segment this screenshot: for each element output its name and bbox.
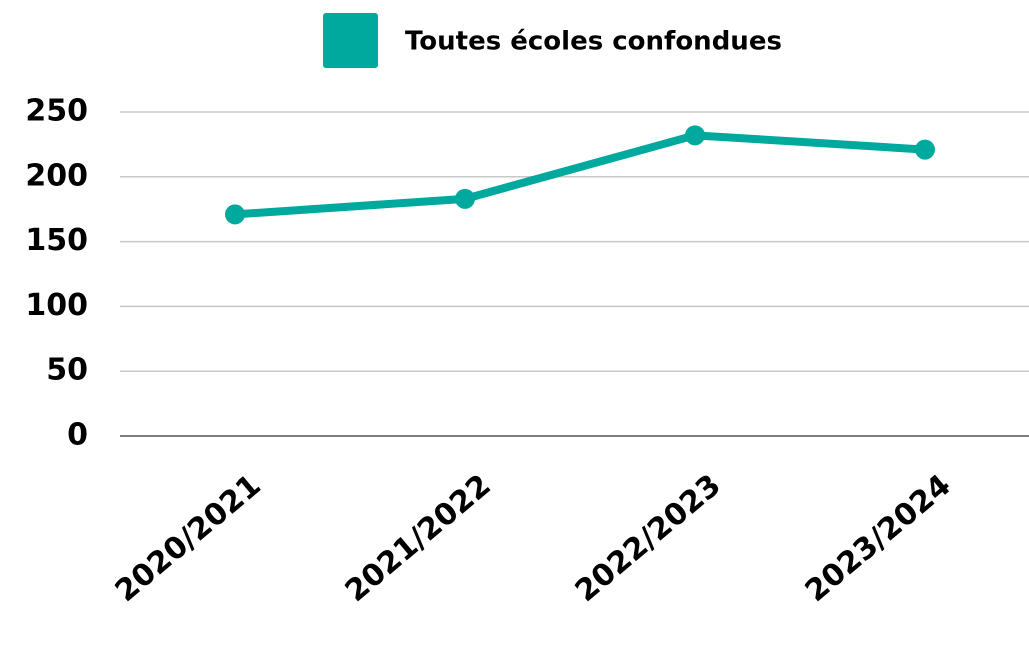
legend-swatch bbox=[323, 13, 378, 68]
y-tick-label: 50 bbox=[46, 353, 88, 388]
y-tick-label: 250 bbox=[25, 94, 88, 129]
x-tick-label: 2023/2024 bbox=[799, 468, 958, 609]
legend-label: Toutes écoles confondues bbox=[405, 27, 782, 57]
point bbox=[685, 125, 705, 146]
point bbox=[225, 204, 245, 225]
y-tick-label: 100 bbox=[25, 288, 88, 323]
line bbox=[234, 131, 926, 219]
point bbox=[455, 188, 475, 209]
x-tick-label: 2022/2023 bbox=[569, 468, 728, 609]
x-tick-label: 2021/2022 bbox=[339, 468, 498, 609]
y-tick-label: 150 bbox=[25, 223, 88, 258]
point bbox=[915, 139, 935, 160]
y-tick-label: 200 bbox=[25, 158, 88, 193]
y-tick-label: 0 bbox=[67, 418, 88, 453]
x-tick-label: 2020/2021 bbox=[109, 468, 268, 609]
